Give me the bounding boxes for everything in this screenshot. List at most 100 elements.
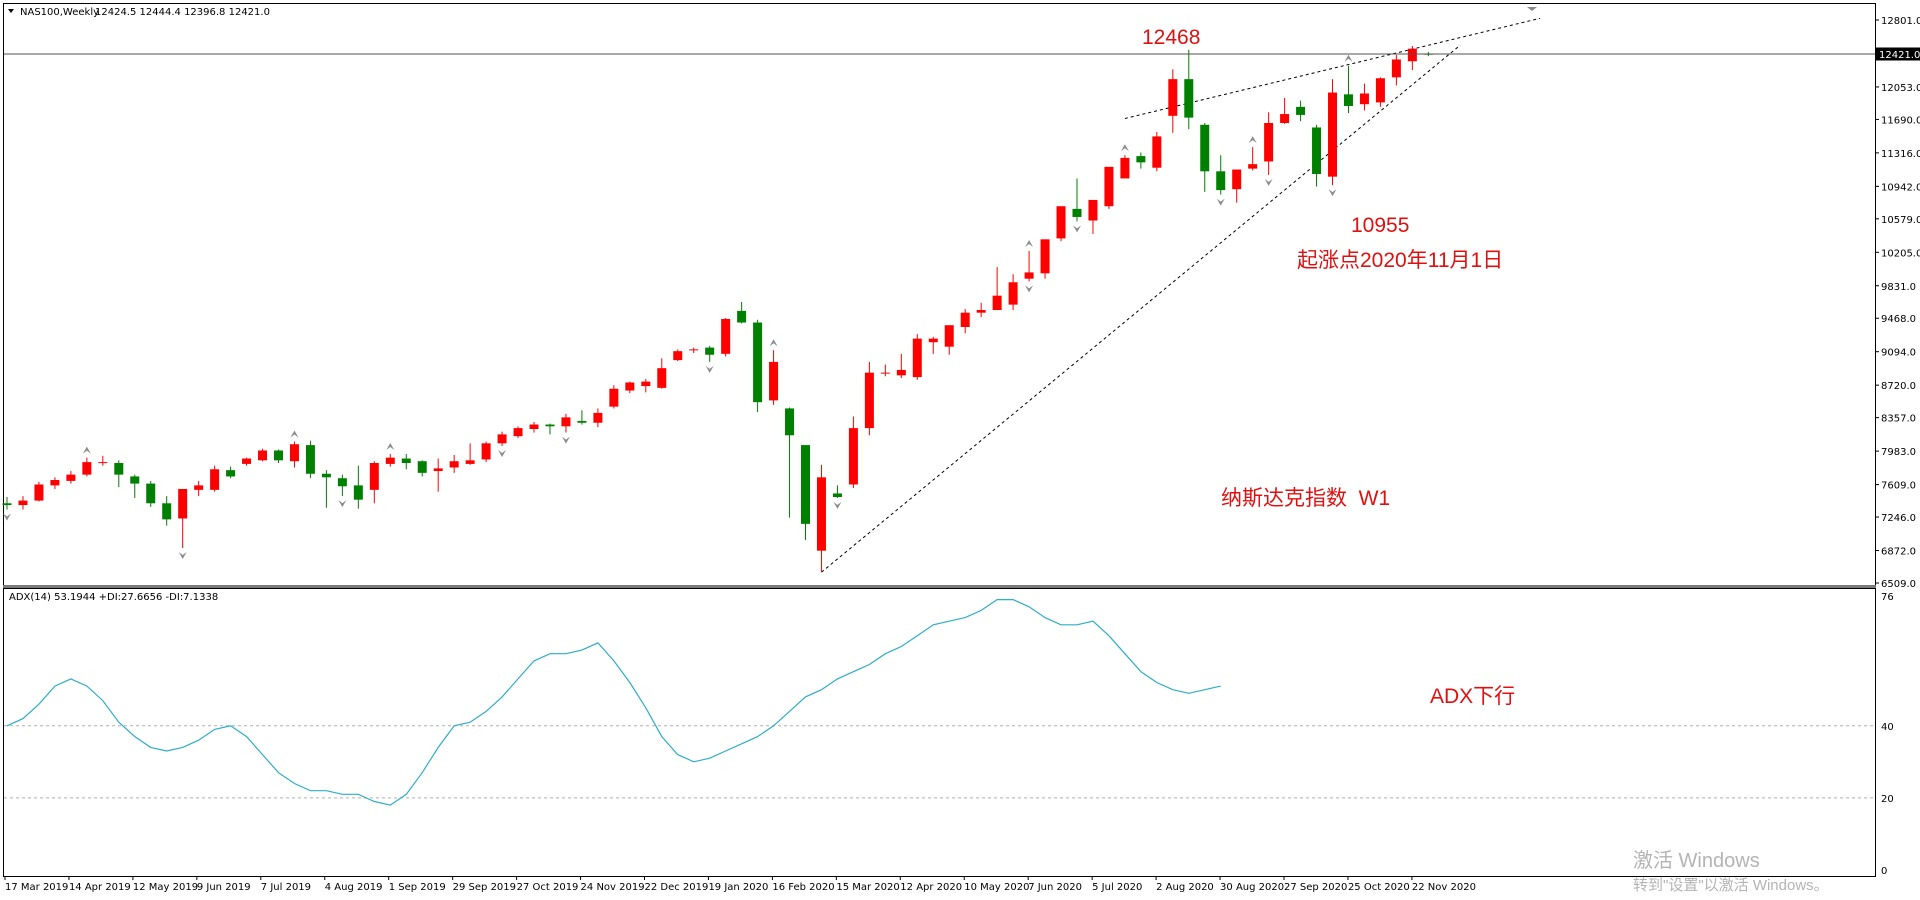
candle-body xyxy=(593,412,603,423)
fractal-up-marker xyxy=(386,443,395,451)
candle-body xyxy=(545,424,555,427)
fractal-down-marker xyxy=(498,450,507,458)
fractal-down-marker xyxy=(833,501,842,509)
candle-body xyxy=(353,485,363,500)
candle xyxy=(641,378,651,393)
candle-body xyxy=(178,488,188,519)
candle xyxy=(721,318,731,357)
candle-body xyxy=(50,480,60,486)
time-tick-label: 24 Nov 2019 xyxy=(581,882,645,893)
candle-body xyxy=(194,485,204,490)
price-tick-label: 6872.0 xyxy=(1881,547,1916,558)
candle xyxy=(18,496,28,510)
candle-body xyxy=(1391,59,1401,78)
candle xyxy=(912,334,922,380)
candle xyxy=(848,416,858,489)
candle xyxy=(1184,49,1194,130)
price-tick-label: 7609.0 xyxy=(1881,481,1916,492)
candle xyxy=(785,407,795,518)
fractal-up-marker xyxy=(1248,136,1257,144)
candle xyxy=(1136,152,1146,169)
candle xyxy=(1280,97,1290,124)
candle-body xyxy=(1152,136,1162,168)
candle-body xyxy=(737,310,747,323)
trendline[interactable] xyxy=(821,44,1461,573)
candle-body xyxy=(944,325,954,347)
candle xyxy=(1152,131,1162,172)
time-tick-label: 4 Aug 2019 xyxy=(325,882,383,893)
candle-body xyxy=(1296,106,1306,115)
candle xyxy=(98,455,108,466)
fractal-up-marker xyxy=(1025,239,1034,247)
time-tick-label: 17 Mar 2019 xyxy=(5,882,68,893)
candle xyxy=(801,445,810,540)
candle-body xyxy=(1264,122,1274,162)
current-price-label: 12421.0 xyxy=(1879,50,1920,61)
candle xyxy=(1216,155,1226,195)
candle xyxy=(657,358,667,389)
adx-tick-label: 0 xyxy=(1881,866,1887,877)
price-tick-label: 7983.0 xyxy=(1881,447,1916,458)
candle-body xyxy=(130,476,140,484)
annotation-high: 12468 xyxy=(1142,26,1200,49)
fractal-up-marker xyxy=(290,430,299,438)
dropdown-triangle-icon[interactable] xyxy=(8,9,14,13)
time-tick-label: 27 Sep 2020 xyxy=(1284,882,1347,893)
candle xyxy=(114,460,124,488)
price-tick-label: 12801.0 xyxy=(1881,16,1920,27)
candle xyxy=(1040,239,1050,279)
candle-body xyxy=(1248,164,1258,169)
time-tick-label: 14 Apr 2019 xyxy=(69,882,131,893)
candle xyxy=(689,347,699,353)
fractal-up-marker xyxy=(82,446,91,454)
candle-body xyxy=(82,462,92,475)
candle-body xyxy=(481,443,491,460)
price-tick-label: 9831.0 xyxy=(1881,282,1916,293)
time-tick-label: 5 Jul 2020 xyxy=(1092,882,1142,893)
candle xyxy=(769,350,779,405)
candle xyxy=(577,410,587,425)
candle-body xyxy=(1184,79,1194,118)
time-tick-label: 19 Jan 2020 xyxy=(708,882,768,893)
price-tick-label: 9094.0 xyxy=(1881,348,1916,359)
candle-body xyxy=(1200,124,1210,172)
candle-body xyxy=(2,503,12,506)
candle xyxy=(1375,77,1385,107)
candle-body xyxy=(513,428,523,437)
candle xyxy=(226,466,236,479)
time-tick-label: 10 May 2020 xyxy=(964,882,1029,893)
candle-body xyxy=(816,477,826,551)
fractal-down-marker xyxy=(1328,189,1337,197)
candle-body xyxy=(1040,239,1050,274)
candle xyxy=(194,480,204,497)
candle-body xyxy=(1120,157,1130,179)
time-tick-label: 1 Sep 2019 xyxy=(389,882,446,893)
candle xyxy=(992,267,1002,311)
candle xyxy=(880,364,890,377)
fractal-marker-top-edge xyxy=(1527,7,1537,11)
candle-body xyxy=(98,462,108,464)
candle xyxy=(433,458,443,492)
candle xyxy=(753,319,763,413)
candle-body xyxy=(689,349,699,351)
candle-body xyxy=(896,369,906,376)
trendline[interactable] xyxy=(1124,17,1541,120)
candle-body xyxy=(529,424,539,430)
candle-body xyxy=(864,372,874,429)
annotation-adx: ADX下行 xyxy=(1430,685,1515,708)
candle xyxy=(1200,122,1210,192)
candle-body xyxy=(401,458,411,464)
candle-body xyxy=(321,473,331,478)
candle-body xyxy=(1056,206,1066,239)
candle xyxy=(82,457,92,477)
price-axis: 12801.0 12053.0 11690.0 11316.0 10942.0 10579… xyxy=(1875,16,1920,590)
price-tick-label: 11690.0 xyxy=(1881,115,1920,126)
candle xyxy=(1391,54,1401,86)
price-tick-label: 10942.0 xyxy=(1881,182,1920,193)
candle xyxy=(417,460,427,477)
price-tick-label: 10579.0 xyxy=(1881,215,1920,226)
candle xyxy=(1264,112,1274,175)
fractal-down-marker xyxy=(1025,285,1034,293)
candle-body xyxy=(976,310,986,313)
candle-body xyxy=(1104,166,1114,207)
